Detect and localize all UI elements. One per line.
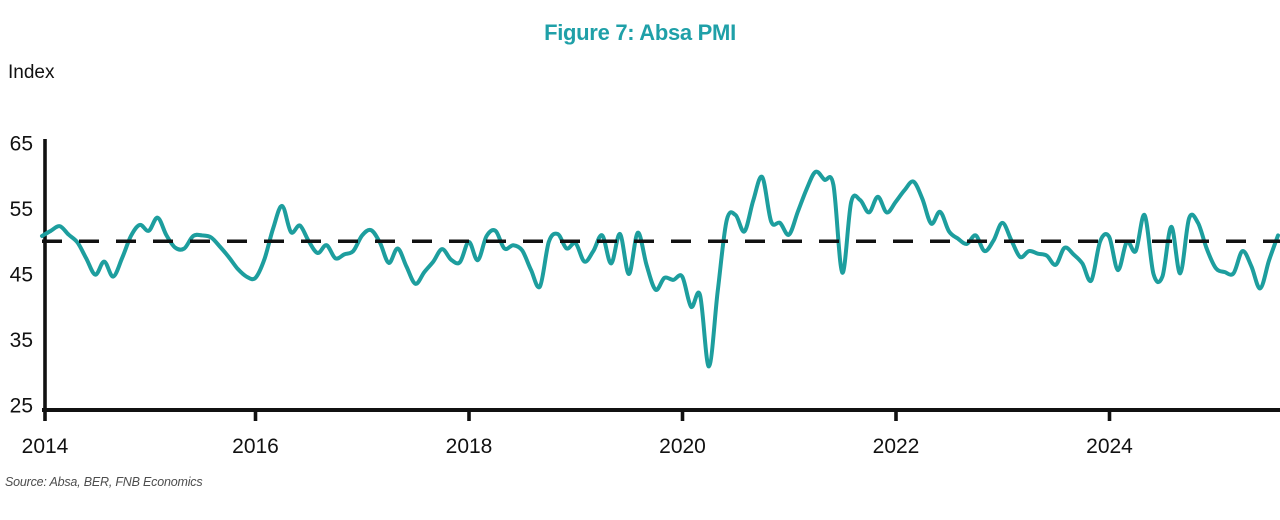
- x-tick-label: 2018: [446, 435, 493, 458]
- x-tick-label: 2020: [659, 435, 706, 458]
- pmi-series-line: [40, 169, 1280, 369]
- y-tick-label: 35: [10, 329, 33, 352]
- source-note: Source: Absa, BER, FNB Economics: [5, 475, 203, 489]
- x-tick-label: 2022: [873, 435, 920, 458]
- y-tick-label: 65: [10, 133, 33, 156]
- x-tick-label: 2014: [22, 435, 69, 458]
- y-tick-label: 55: [10, 198, 33, 221]
- y-axis-tick-labels: 65 55 45 35 25: [10, 133, 33, 418]
- y-tick-label: 25: [10, 395, 33, 418]
- chart-title: Figure 7: Absa PMI: [544, 20, 736, 45]
- x-tick-label: 2024: [1086, 435, 1133, 458]
- y-tick-label: 45: [10, 264, 33, 287]
- y-axis-unit-label: Index: [8, 62, 55, 83]
- x-axis-tick-labels: 2014 2016 2018 2020 2022 2024: [22, 435, 1134, 458]
- x-tick-label: 2016: [232, 435, 279, 458]
- axes: [42, 139, 1280, 421]
